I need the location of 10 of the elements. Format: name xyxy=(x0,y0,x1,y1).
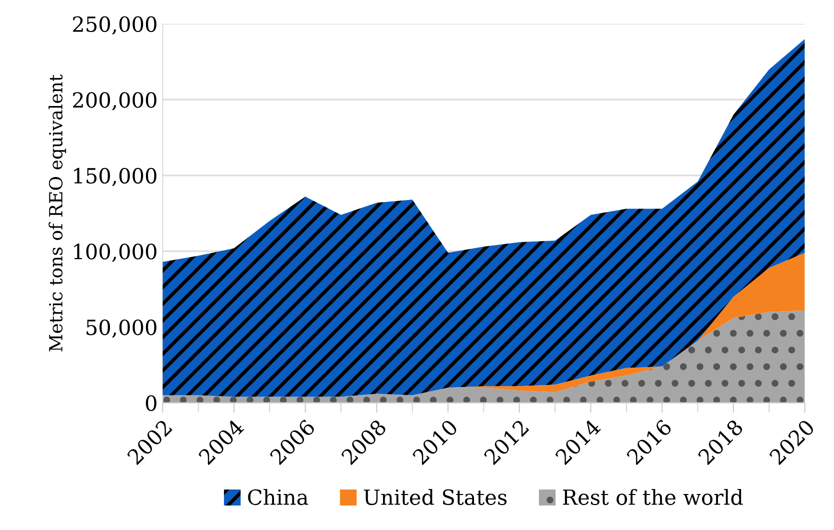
y-tick-label: 150,000 xyxy=(74,168,156,186)
y-tick-label: 0 xyxy=(146,395,156,412)
y-tick-label: 200,000 xyxy=(73,92,156,110)
y-tick-label: 50,000 xyxy=(86,319,156,338)
legend-label: Rest of the world xyxy=(562,488,743,506)
legend-label: China xyxy=(248,488,308,506)
y-axis-title: Metric tons of REO equivalent xyxy=(48,74,66,352)
legend-label: United States xyxy=(364,488,507,506)
y-tick-label: 250,000 xyxy=(73,16,156,35)
y-tick-label: 100,000 xyxy=(74,244,156,262)
